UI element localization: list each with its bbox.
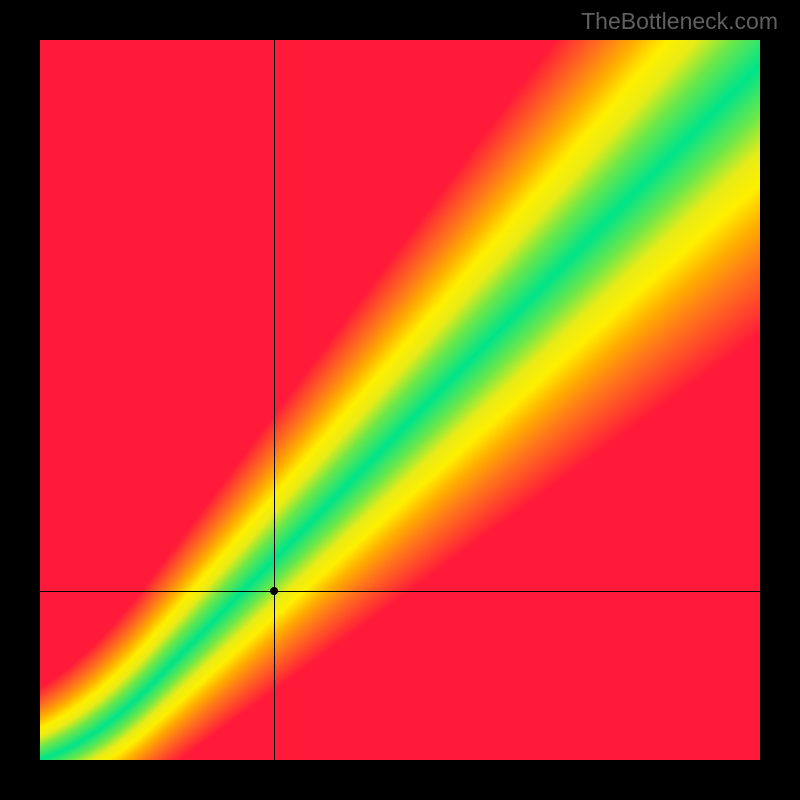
crosshair-vertical xyxy=(274,40,275,760)
watermark-text: TheBottleneck.com xyxy=(581,8,778,35)
marker-dot xyxy=(270,587,278,595)
heatmap-canvas xyxy=(40,40,760,760)
crosshair-horizontal xyxy=(40,591,760,592)
heatmap-plot xyxy=(40,40,760,760)
